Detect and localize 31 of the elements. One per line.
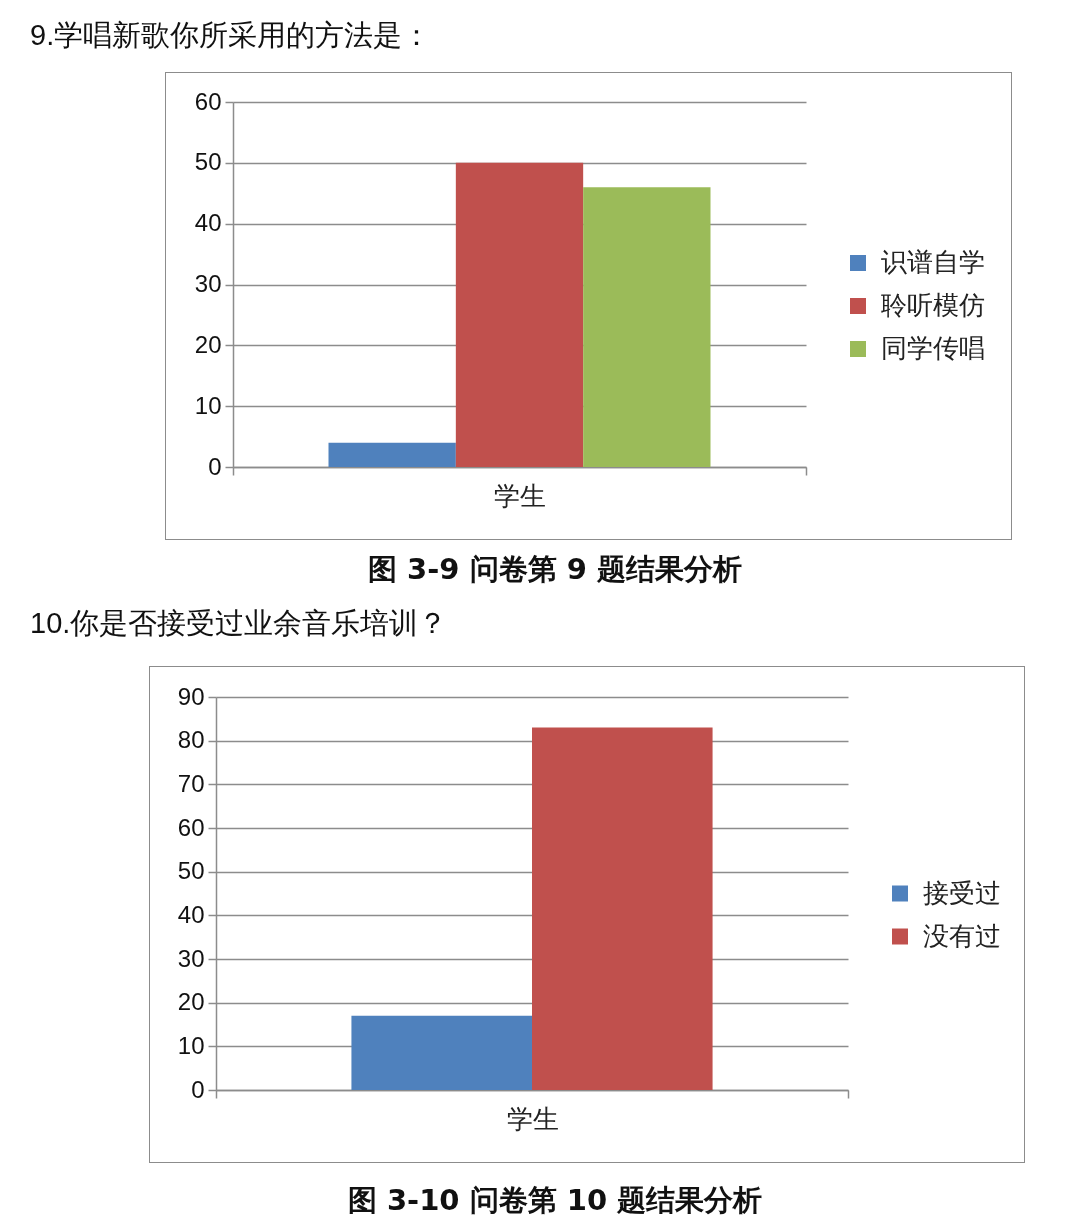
x-tick-label: 学生 (494, 481, 546, 511)
y-tick-label: 10 (177, 1031, 205, 1059)
legend-label: 识谱自学 (881, 248, 985, 277)
y-tick-label: 60 (177, 813, 205, 841)
chart-title: 9.学唱新歌你所采用的方法是： (30, 18, 432, 53)
caption: 图 3-9 问卷第 9 题结果分析 (367, 551, 743, 588)
y-tick-label: 40 (177, 900, 205, 928)
legend-label: 聆听模仿 (881, 291, 985, 320)
bar (583, 187, 711, 467)
y-tick-label: 30 (177, 944, 205, 972)
y-tick-label: 70 (177, 769, 205, 797)
y-tick-label: 0 (208, 452, 222, 480)
y-tick-label: 30 (194, 270, 222, 297)
y-tick-label: 20 (177, 988, 205, 1016)
legend-label: 同学传唱 (881, 334, 985, 363)
caption: 图 3-10 问卷第 10 题结果分析 (346, 1182, 764, 1219)
chart-title: 10.你是否接受过业余音乐培训？ (30, 606, 448, 641)
y-tick-label: 40 (194, 209, 222, 237)
y-tick-label: 60 (194, 87, 222, 115)
y-tick-label: 90 (177, 682, 205, 710)
y-tick-label: 50 (194, 148, 222, 176)
bar (328, 442, 456, 467)
bar (455, 162, 584, 467)
y-tick-label: 80 (177, 726, 205, 754)
y-tick-label: 50 (177, 857, 205, 885)
legend-label: 没有过 (923, 921, 1001, 951)
y-tick-label: 10 (194, 391, 222, 419)
y-tick-label: 0 (191, 1075, 205, 1103)
x-tick-label: 学生 (506, 1104, 559, 1134)
legend-label: 接受过 (923, 878, 1001, 908)
y-tick-label: 20 (194, 330, 222, 358)
